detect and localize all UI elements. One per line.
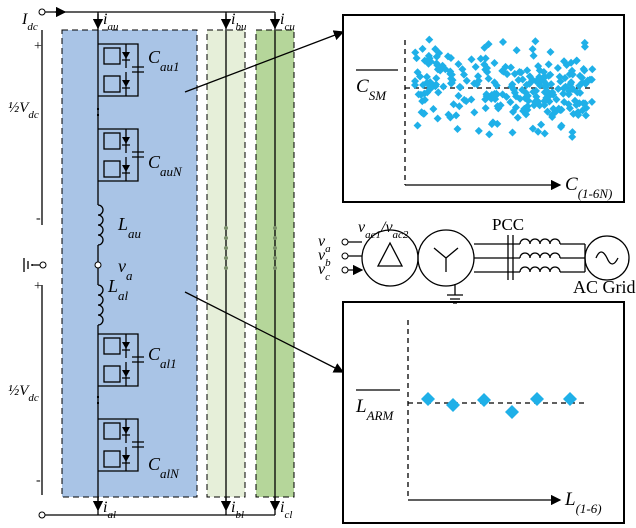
transformer-label-sub: ac1 <box>365 229 381 241</box>
transformer-label: vac1/vac2 <box>358 219 409 241</box>
y-axis-label-sub: SM <box>369 88 388 103</box>
y-axis-label-sub: ARM <box>366 408 395 423</box>
phase-label-sub: b <box>325 257 331 269</box>
grid-label: AC Grid <box>573 277 636 297</box>
y-axis-label-main: C <box>356 76 369 97</box>
node-label-main: v <box>118 256 126 276</box>
arm-current-sub: cl <box>284 509 292 521</box>
arm-current: icl <box>280 499 292 521</box>
phase-label-sub: a <box>325 243 331 255</box>
capacitor-label-sub: auN <box>160 164 183 179</box>
inductor-label-sub: au <box>128 226 142 241</box>
pcc-label: PCC <box>492 215 524 234</box>
dc-current-sub: dc <box>27 21 38 33</box>
capacitor-label-sub: alN <box>160 466 180 481</box>
inductor-label-main: L <box>107 276 118 296</box>
capacitor-label-sub: al1 <box>160 356 177 371</box>
arm-current-sub: cu <box>284 21 295 33</box>
capacitor-plot <box>343 15 624 202</box>
node-label-sub: a <box>126 268 133 283</box>
voltage-sub: dc <box>28 109 39 121</box>
x-axis-label-sub: (1-6N) <box>578 186 613 201</box>
arm-current-sub: bl <box>235 509 244 521</box>
arm-current: ibl <box>231 499 244 521</box>
arm-current: ibu <box>231 11 247 33</box>
arm-current-sub: bu <box>235 21 247 33</box>
plus: + <box>34 279 42 294</box>
arm-current-sub: al <box>107 509 116 521</box>
voltage-main: ½V <box>8 100 30 116</box>
x-axis-label-sub: (1-6) <box>576 501 602 516</box>
voltage-sub: dc <box>28 392 39 404</box>
phase-label-sub: c <box>325 271 330 283</box>
diagram: Idc+½Vdc-+½Vdc-iauibuicuialibliclCau1Cau… <box>0 0 636 528</box>
x-axis-label-main: L <box>564 489 576 510</box>
arm-current: icu <box>280 11 295 33</box>
arm-current-sub: au <box>107 21 119 33</box>
y-axis-label-main: L <box>355 396 367 417</box>
x-axis-label-main: C <box>565 174 578 195</box>
transformer-label-main: /v <box>380 219 393 236</box>
dc-current: Idc <box>21 11 38 33</box>
capacitor-label-sub: au1 <box>160 59 180 74</box>
voltage: ½Vdc <box>8 383 39 404</box>
voltage-main: ½V <box>8 383 30 399</box>
transformer-label-sub: ac2 <box>393 229 409 241</box>
arm-current: ial <box>103 499 116 521</box>
minus: - <box>36 473 41 488</box>
minus: - <box>36 211 41 226</box>
inductor-label-main: L <box>117 214 128 234</box>
inductor-label-sub: al <box>118 288 129 303</box>
plus: + <box>34 39 42 54</box>
voltage: ½Vdc <box>8 100 39 121</box>
